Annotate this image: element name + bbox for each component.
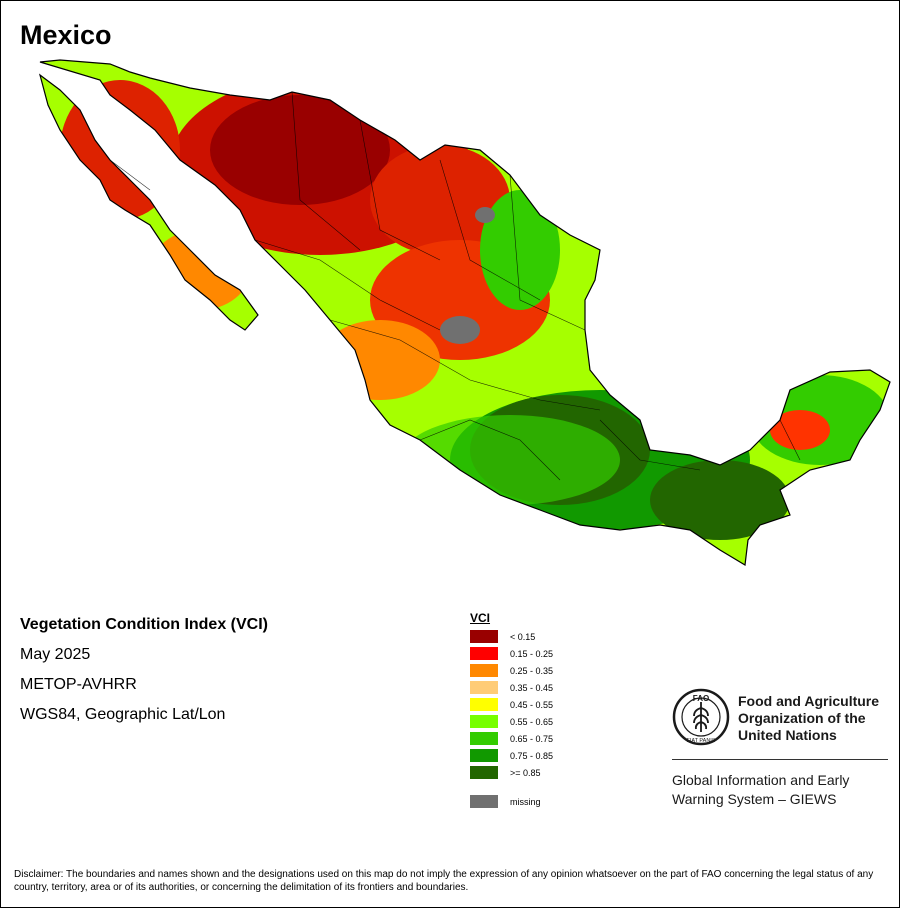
fao-logo-acronym: FAO	[693, 694, 709, 703]
legend-item: 0.15 - 0.25	[470, 645, 553, 662]
legend-swatch	[470, 681, 498, 694]
fao-name-line1: Food and Agriculture	[738, 693, 880, 709]
legend-label-missing: missing	[510, 796, 541, 807]
vci-map	[39, 59, 891, 566]
legend-label: 0.55 - 0.65	[510, 716, 554, 727]
fao-logo-motto: FIAT PANIS	[686, 738, 715, 744]
legend-rows: < 0.15 0.15 - 0.25 0.25 - 0.35 0.35 - 0.45 0…	[470, 628, 553, 781]
disclaimer: Disclaimer: The boundaries and names sho…	[14, 869, 874, 893]
legend-label: 0.25 - 0.35	[510, 665, 554, 676]
state-boundaries	[109, 91, 801, 481]
info-projection: WGS84, Geographic Lat/Lon	[20, 706, 226, 723]
giews-line1: Global Information and Early	[672, 772, 850, 788]
legend-swatch	[470, 630, 498, 643]
legend-swatch	[470, 647, 498, 660]
fao-organization-name: Food and Agriculture Organization of the…	[738, 693, 898, 744]
vci-legend: VCI < 0.15 0.15 - 0.25 0.25 - 0.35 0.35 - 0…	[470, 611, 553, 810]
legend-item-missing: missing	[470, 793, 553, 810]
legend-label: 0.15 - 0.25	[510, 648, 554, 659]
legend-item: 0.45 - 0.55	[470, 696, 553, 713]
legend-swatch	[470, 766, 498, 779]
legend-label: < 0.15	[510, 631, 536, 642]
info-index-title: Vegetation Condition Index (VCI)	[20, 616, 268, 633]
legend-swatch	[470, 664, 498, 677]
giews-line2: Warning System – GIEWS	[672, 791, 837, 807]
legend-label: 0.35 - 0.45	[510, 682, 554, 693]
fao-divider	[672, 759, 888, 760]
info-period: May 2025	[20, 646, 91, 663]
legend-item: 0.35 - 0.45	[470, 679, 553, 696]
legend-item: >= 0.85	[470, 764, 553, 781]
vci-raster	[40, 60, 890, 565]
legend-item: < 0.15	[470, 628, 553, 645]
legend-item: 0.55 - 0.65	[470, 713, 553, 730]
legend-label: 0.45 - 0.55	[510, 699, 554, 710]
legend-item: 0.25 - 0.35	[470, 662, 553, 679]
legend-swatch	[470, 698, 498, 711]
legend-label: 0.75 - 0.85	[510, 750, 554, 761]
fao-name-line2: Organization of the	[738, 710, 866, 726]
legend-swatch	[470, 732, 498, 745]
legend-swatch	[470, 749, 498, 762]
legend-label: >= 0.85	[510, 767, 541, 778]
info-sensor: METOP-AVHRR	[20, 676, 137, 693]
map-title: Mexico	[20, 20, 112, 50]
legend-label: 0.65 - 0.75	[510, 733, 554, 744]
fao-name-line3: United Nations	[738, 727, 837, 743]
legend-title: VCI	[470, 611, 491, 625]
legend-swatch-missing	[470, 795, 498, 808]
legend-swatch	[470, 715, 498, 728]
legend-item: 0.65 - 0.75	[470, 730, 553, 747]
giews-name: Global Information and Early Warning Sys…	[672, 771, 892, 809]
fao-emblem-icon: FAO FIAT PANIS	[672, 688, 730, 746]
legend-item: 0.75 - 0.85	[470, 747, 553, 764]
